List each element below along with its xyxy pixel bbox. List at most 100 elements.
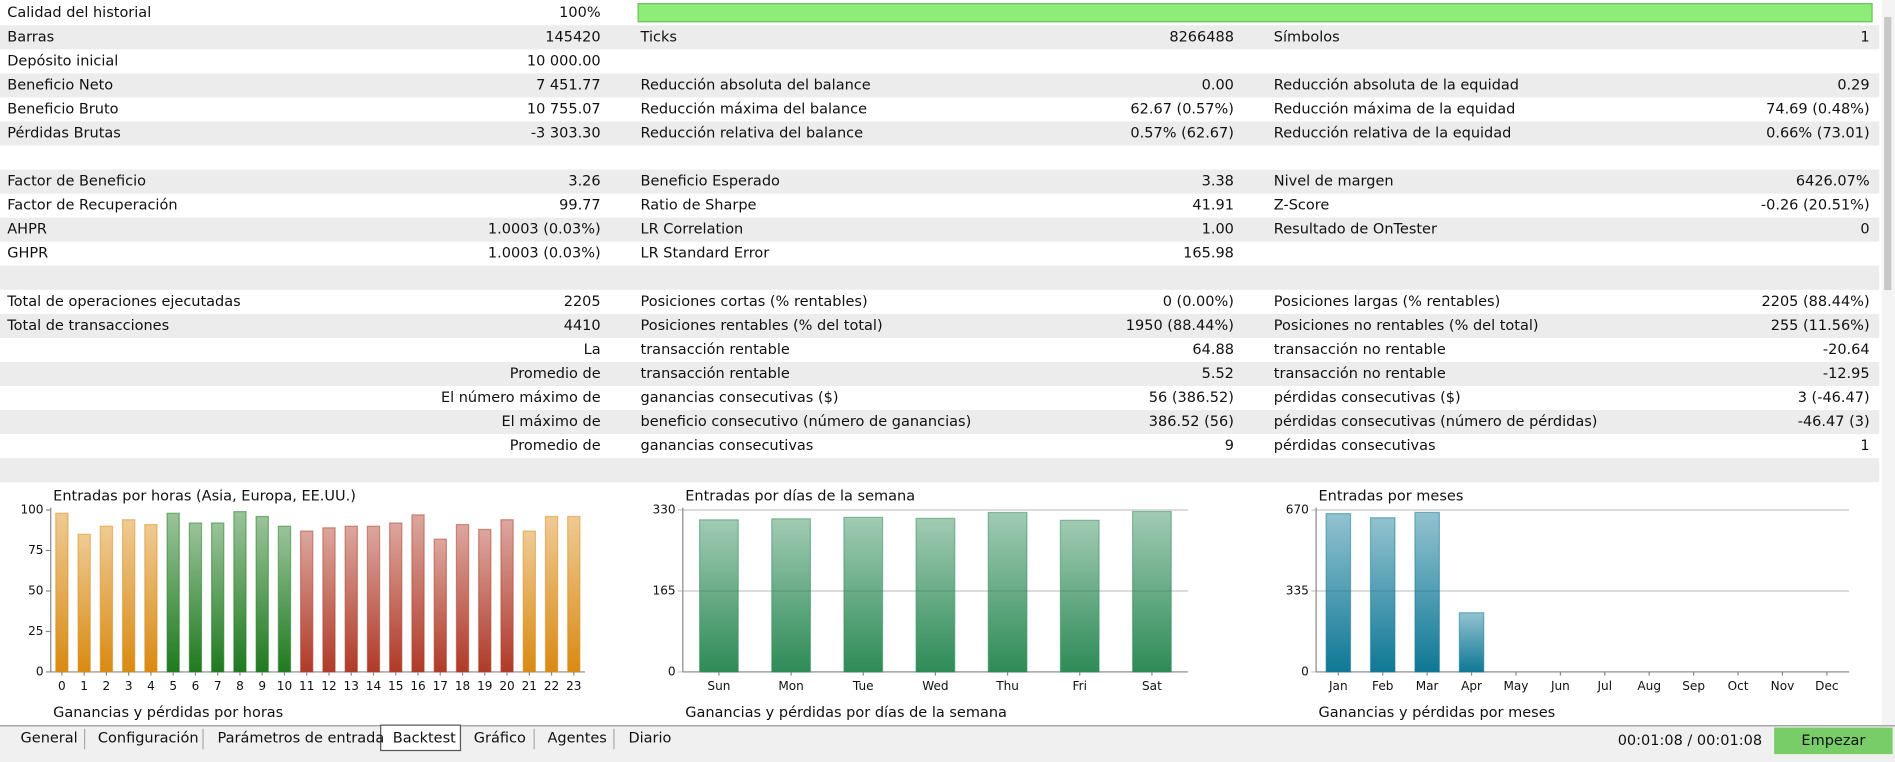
tab-label[interactable]: Configuración [98,730,199,746]
x-tick-label: 0 [58,679,66,693]
row-background [0,121,1880,146]
stat-value: 2205 (88.44%) [1762,294,1870,310]
stat-value: 255 (11.56%) [1771,318,1870,334]
y-tick-label: 25 [28,624,43,638]
x-tick-label: Apr [1461,679,1482,693]
x-tick-label: May [1503,679,1528,693]
lower-chart-title: Ganancias y pérdidas por días de la sema… [685,705,1007,721]
bar [233,511,247,673]
stat-value: 8266488 [1169,29,1234,45]
stat-value: Promedio de [510,366,601,382]
row-background [0,313,1880,338]
bar [1325,513,1352,673]
stat-value: El máximo de [501,414,600,430]
stat-value: 9 [1225,438,1234,454]
stat-value: 64.88 [1192,342,1234,358]
stat-label: Total de operaciones ejecutadas [6,294,240,310]
bar [366,525,381,673]
stat-value: 4410 [564,318,601,334]
stat-value: 0.66% (73.01) [1766,125,1870,141]
x-tick-label: Dec [1815,679,1838,693]
tab-label[interactable]: Parámetros de entrada [218,730,385,746]
x-tick-label: 4 [147,679,155,693]
y-tick-label: 330 [653,503,676,517]
x-tick-label: 6 [192,679,200,693]
stat-value: La [584,342,601,358]
stat-label: Calidad del historial [7,5,151,21]
quality-bar [637,3,1873,23]
y-tick-label: 670 [1286,503,1309,517]
stat-label: pérdidas consecutivas (número de pérdida… [1274,414,1598,430]
stat-label: Total de transacciones [6,318,169,334]
row-background [0,73,1880,98]
x-tick-label: 5 [169,679,177,693]
bar [433,538,447,673]
row-background [0,410,1880,435]
stat-value: -20.64 [1823,342,1870,358]
start-button[interactable] [1774,727,1893,755]
bottom-bar [0,725,1895,762]
start-button-label[interactable]: Empezar [1801,733,1865,749]
x-tick-label: 14 [366,679,381,693]
row-background [0,265,1880,290]
stat-value: El número máximo de [441,390,601,406]
stat-value: 0.29 [1837,77,1869,93]
x-tick-label: Feb [1372,679,1393,693]
x-tick-label: 15 [388,679,403,693]
lower-chart-title: Ganancias y pérdidas por meses [1319,705,1556,721]
stat-value: 10 755.07 [527,101,601,117]
active-tab [380,724,462,752]
bar [771,518,812,673]
x-tick-label: 13 [344,679,359,693]
x-tick-label: Thu [995,679,1019,693]
stat-value: 10 000.00 [527,53,601,69]
stat-label: Pérdidas Brutas [7,125,121,141]
stat-value: 74.69 (0.48%) [1766,101,1870,117]
bar [478,528,492,673]
stats-table: Calidad del historial 100% Barras 145420 Tic… [0,5,1880,483]
x-tick-label: 23 [566,679,581,693]
x-tick-label: Sep [1682,679,1705,693]
bar [455,523,470,673]
y-tick-label: 0 [36,664,44,678]
tab-label[interactable]: Gráfico [474,730,526,746]
stat-value: 99.77 [559,198,601,214]
stat-value: 6426.07% [1796,174,1870,190]
bar [411,514,425,673]
x-tick-label: 21 [522,679,537,693]
stat-value: -0.26 (20.51%) [1761,198,1870,214]
x-tick-label: Jul [1597,679,1613,693]
bar [299,530,314,673]
row-background [0,25,1880,50]
scroll-thumb[interactable] [1884,16,1892,291]
x-tick-label: Jan [1328,679,1348,693]
bar [500,519,514,673]
stat-label: ganancias consecutivas [641,438,814,454]
tab-label[interactable]: Diario [628,730,671,746]
bar [544,515,559,673]
x-tick-label: Sun [707,679,730,693]
stat-label: transacción no rentable [1274,342,1446,358]
bar [322,527,336,673]
stat-value: 145420 [545,29,600,45]
stat-value: 1.0003 (0.03%) [488,246,601,262]
y-tick-label: 165 [653,583,676,597]
tab-label[interactable]: General [21,730,78,746]
x-tick-label: 9 [258,679,266,693]
tab-label[interactable]: Backtest [393,730,456,746]
row-background [0,458,1880,483]
x-tick-label: 18 [455,679,470,693]
stat-label: ganancias consecutivas ($) [641,390,839,406]
stat-value: 3.38 [1202,174,1234,190]
bar [522,530,537,673]
stat-value: 7 451.77 [536,77,601,93]
tab-label[interactable]: Agentes [547,730,606,746]
x-tick-label: 11 [299,679,314,693]
stat-label: Posiciones rentables (% del total) [641,318,883,334]
bar [255,515,269,673]
stat-label: Beneficio Bruto [7,101,118,117]
y-tick-label: 335 [1286,583,1309,597]
x-tick-label: 17 [433,679,448,693]
